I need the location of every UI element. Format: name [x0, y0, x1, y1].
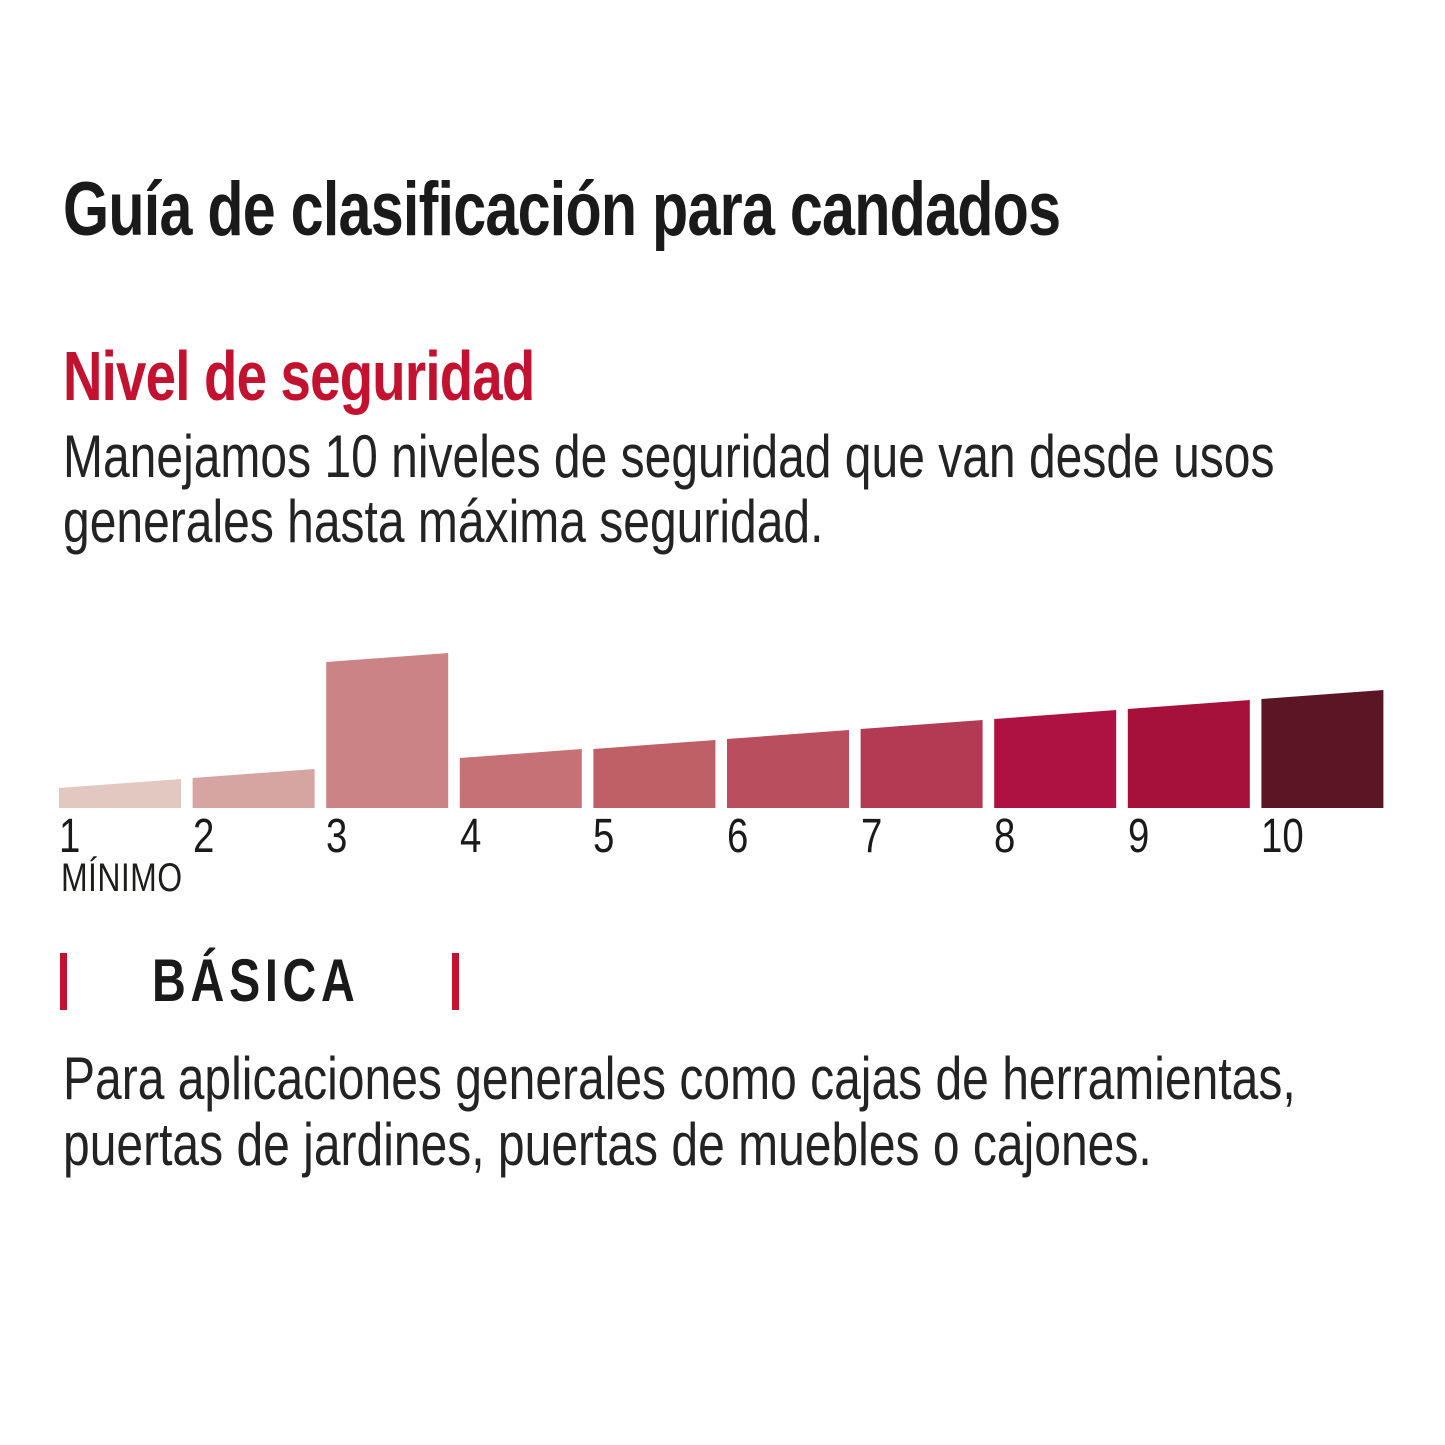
level-axis-labels: 1 2 3 4 5 6 7 8 9 10: [0, 810, 1445, 863]
level-axis-label-1: 1: [59, 810, 81, 863]
level-axis-label-3: 3: [326, 810, 348, 863]
level-axis-label-2: 2: [193, 810, 215, 863]
page-title: Guía de clasificación para candados: [63, 167, 1061, 252]
level-axis-label-8: 8: [994, 810, 1016, 863]
level-axis-label-10: 10: [1261, 810, 1304, 863]
level-bar-10: [1261, 690, 1384, 808]
level-bar-8: [994, 710, 1117, 808]
level-axis-label-4: 4: [460, 810, 482, 863]
category-description-line-2: puertas de jardines, puertas de muebles …: [63, 1111, 1152, 1178]
level-axis-label-9: 9: [1128, 810, 1150, 863]
level-bar-1: [59, 779, 181, 808]
category-label: BÁSICA: [152, 947, 360, 1014]
category-description: Para aplicaciones generales como cajas d…: [63, 1046, 1296, 1178]
level-bar-6: [727, 730, 849, 808]
category-tick-left-icon: [60, 953, 67, 1010]
level-bar-2: [192, 769, 315, 808]
category-tick-right-icon: [452, 953, 459, 1010]
level-axis-label-5: 5: [593, 810, 615, 863]
level-bar-5: [593, 740, 716, 808]
section-heading: Nivel de seguridad: [63, 337, 535, 415]
section-description-line-2: generales hasta máxima seguridad.: [63, 488, 824, 555]
level-axis-label-7: 7: [861, 810, 883, 863]
level-bar-9: [1127, 700, 1250, 808]
level-bar-7: [860, 720, 983, 808]
section-description: Manejamos 10 niveles de seguridad que va…: [63, 424, 1274, 554]
category-description-line-1: Para aplicaciones generales como cajas d…: [63, 1045, 1296, 1112]
minimum-axis-label: MÍNIMO: [61, 856, 183, 900]
level-bar-3-highlighted: [326, 653, 449, 808]
section-description-line-1: Manejamos 10 niveles de seguridad que va…: [63, 423, 1275, 490]
level-bar-4: [459, 749, 582, 808]
level-axis-label-6: 6: [727, 810, 749, 863]
category-row: BÁSICA: [0, 950, 1445, 1014]
security-level-bar-chart: [59, 653, 1384, 808]
